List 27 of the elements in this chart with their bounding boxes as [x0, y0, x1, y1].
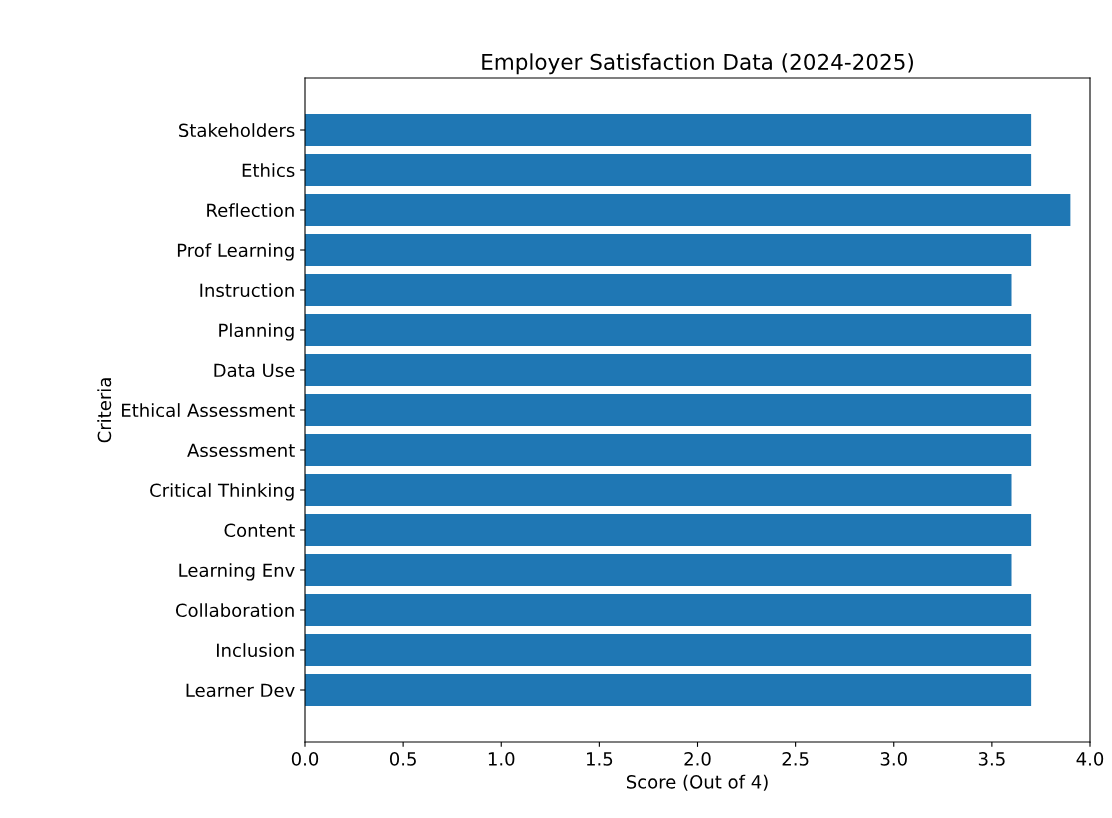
x-axis-title: Score (Out of 4) [626, 774, 768, 791]
x-tick-label: 0.5 [389, 752, 416, 766]
y-tick-label: Assessment [187, 443, 295, 458]
y-tick-label: Content [224, 523, 295, 538]
y-tick-label: Learning Env [179, 563, 295, 581]
x-tick-label: 3.5 [978, 752, 1005, 766]
y-tick-label: Stakeholders [179, 123, 295, 138]
y-tick-label: Critical Thinking [150, 483, 294, 501]
chart-title: Employer Satisfaction Data (2024-2025) [482, 53, 913, 75]
y-axis-title: Criteria [97, 378, 112, 443]
y-tick-label: Learner Dev [186, 683, 295, 698]
y-tick-label: Prof Learning [177, 243, 294, 261]
y-tick-label: Collaboration [175, 603, 294, 618]
y-tick-label: Inclusion [216, 643, 294, 658]
x-tick-label: 1.0 [488, 752, 515, 766]
y-tick-label: Instruction [200, 283, 294, 298]
x-tick-label: 1.5 [587, 752, 613, 766]
x-tick-label: 3.0 [880, 752, 907, 766]
x-tick-label: 2.0 [684, 752, 711, 766]
y-tick-label: Reflection [207, 203, 294, 218]
y-tick-label: Ethics [242, 163, 295, 178]
y-tick-label: Planning [219, 323, 294, 341]
x-tick-label: 0.0 [291, 752, 319, 766]
x-tick-label: 2.5 [782, 752, 809, 766]
y-tick-label: Ethical Assessment [122, 403, 295, 418]
y-tick-label: Data Use [214, 363, 295, 378]
x-tick-label: 4.0 [1076, 752, 1104, 766]
